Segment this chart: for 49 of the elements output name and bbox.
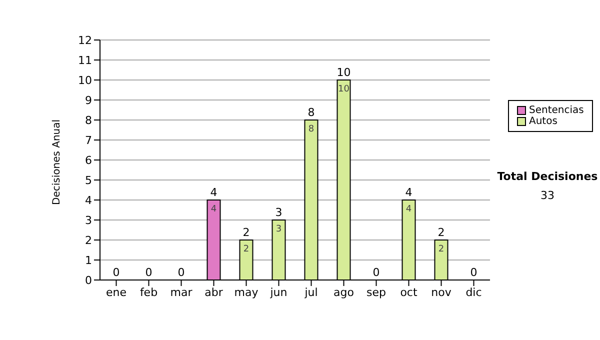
text: 33 [540, 189, 556, 202]
data-label: 8 [308, 124, 314, 134]
total-label: 0 [372, 266, 380, 279]
x-tick-label: may [234, 286, 259, 299]
y-tick-label: 6 [85, 154, 92, 167]
total-label: 2 [438, 226, 445, 239]
total-label: 2 [242, 226, 250, 239]
data-label: 2 [438, 244, 444, 254]
total-label: 0 [178, 266, 185, 279]
x-tick-label: jul [304, 286, 318, 299]
y-axis-title: Decisiones Anual [52, 119, 63, 205]
x-tick-label: ene [106, 286, 127, 299]
total-label: 8 [308, 106, 315, 119]
data-label: 4 [210, 204, 217, 214]
y-tick-label: 2 [85, 234, 92, 247]
total-label: 4 [405, 186, 412, 199]
y-tick-label: 11 [78, 54, 92, 67]
y-tick-label: 0 [85, 274, 92, 287]
y-tick-label: 9 [85, 94, 92, 107]
y-tick-label: 4 [85, 194, 92, 207]
y-tick-label: 12 [78, 34, 92, 47]
y-tick-label: 7 [85, 134, 92, 147]
x-tick-label: feb [140, 286, 158, 299]
x-tick-label: jun [269, 286, 288, 299]
data-label: 10 [338, 84, 350, 94]
y-tick-label: 3 [85, 214, 92, 227]
total-label: 0 [112, 266, 120, 279]
data-label: 2 [243, 244, 250, 254]
y-tick-label: 1 [85, 254, 92, 267]
total-label: 3 [275, 206, 282, 219]
total-label: 10 [336, 66, 351, 79]
data-label: 3 [276, 224, 282, 234]
y-tick-label: 5 [85, 174, 92, 187]
x-tick-label: nov [431, 286, 452, 299]
total-label: 0 [470, 266, 478, 279]
y-tick-label: 10 [78, 74, 92, 87]
legend-label: Autos [529, 116, 558, 127]
y-tick-label: 8 [85, 114, 92, 127]
x-tick-label: dic [466, 286, 482, 299]
text: Total Decisiones [496, 170, 599, 183]
x-tick-label: sep [366, 286, 386, 299]
data-label: 4 [406, 204, 412, 214]
legend-label: Sentencias [529, 105, 584, 116]
x-tick-label: mar [170, 286, 193, 299]
x-tick-label: ago [334, 286, 354, 299]
total-label: 4 [210, 186, 218, 199]
x-tick-label: abr [204, 286, 224, 299]
total-label: 0 [145, 266, 152, 279]
x-tick-label: oct [400, 286, 418, 299]
